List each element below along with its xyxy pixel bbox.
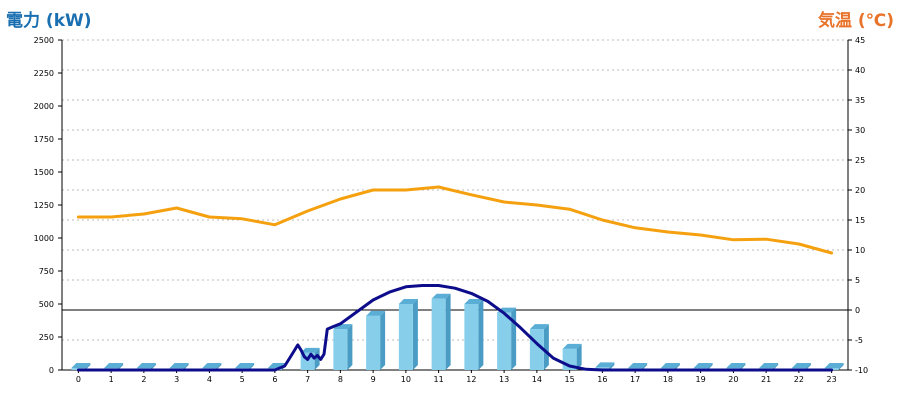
- left-tick-label: 1250: [34, 201, 54, 210]
- temperature-axis-title: 気温 (℃): [817, 11, 894, 31]
- x-tick-label: 11: [434, 375, 444, 384]
- right-tick-label: -5: [855, 336, 863, 345]
- right-tick-label: 15: [855, 216, 865, 225]
- right-tick-label: -10: [855, 366, 868, 375]
- x-tick-label: 9: [371, 375, 376, 384]
- right-tick-label: 30: [855, 126, 865, 135]
- right-tick-label: 5: [855, 276, 860, 285]
- power-bar: [398, 299, 418, 370]
- x-tick-label: 14: [532, 375, 542, 384]
- x-tick-label: 10: [401, 375, 411, 384]
- x-tick-label: 6: [272, 375, 277, 384]
- left-tick-label: 2500: [34, 36, 54, 45]
- left-tick-label: 750: [39, 267, 54, 276]
- x-tick-label: 2: [141, 375, 146, 384]
- power-line: [76, 284, 834, 372]
- left-tick-label: 2250: [34, 69, 54, 78]
- x-tick-label: 12: [466, 375, 476, 384]
- power-bar: [333, 324, 353, 370]
- x-tick-label: 16: [597, 375, 607, 384]
- right-tick-label: 45: [855, 36, 865, 45]
- left-tick-label: 250: [39, 333, 54, 342]
- x-tick-label: 0: [76, 375, 81, 384]
- left-tick-label: 1000: [34, 234, 54, 243]
- x-tick-label: 23: [827, 375, 837, 384]
- x-tick-label: 7: [305, 375, 310, 384]
- left-tick-label: 500: [39, 300, 54, 309]
- x-tick-label: 4: [207, 375, 212, 384]
- x-tick-label: 5: [240, 375, 245, 384]
- temperature-line: [76, 185, 834, 255]
- right-tick-label: 35: [855, 96, 865, 105]
- left-tick-label: 2000: [34, 102, 54, 111]
- right-tick-label: 25: [855, 156, 865, 165]
- x-tick-label: 15: [565, 375, 575, 384]
- left-tick-label: 1500: [34, 168, 54, 177]
- x-tick-label: 21: [761, 375, 771, 384]
- x-tick-label: 22: [794, 375, 804, 384]
- power-bar: [366, 310, 386, 370]
- right-tick-label: 40: [855, 66, 865, 75]
- x-tick-label: 8: [338, 375, 343, 384]
- x-tick-label: 20: [728, 375, 738, 384]
- x-tick-label: 1: [109, 375, 114, 384]
- power-bar: [300, 347, 320, 370]
- right-tick-label: 10: [855, 246, 865, 255]
- x-tick-label: 17: [630, 375, 640, 384]
- x-tick-label: 3: [174, 375, 179, 384]
- right-tick-label: 20: [855, 186, 865, 195]
- x-tick-label: 19: [696, 375, 706, 384]
- right-tick-label: 0: [855, 306, 860, 315]
- x-tick-label: 18: [663, 375, 673, 384]
- x-tick-label: 13: [499, 375, 509, 384]
- left-tick-label: 0: [49, 366, 54, 375]
- power-axis-title: 電力 (kW): [6, 11, 92, 31]
- power-bar: [431, 293, 451, 370]
- left-tick-label: 1750: [34, 135, 54, 144]
- power-bar: [464, 299, 484, 370]
